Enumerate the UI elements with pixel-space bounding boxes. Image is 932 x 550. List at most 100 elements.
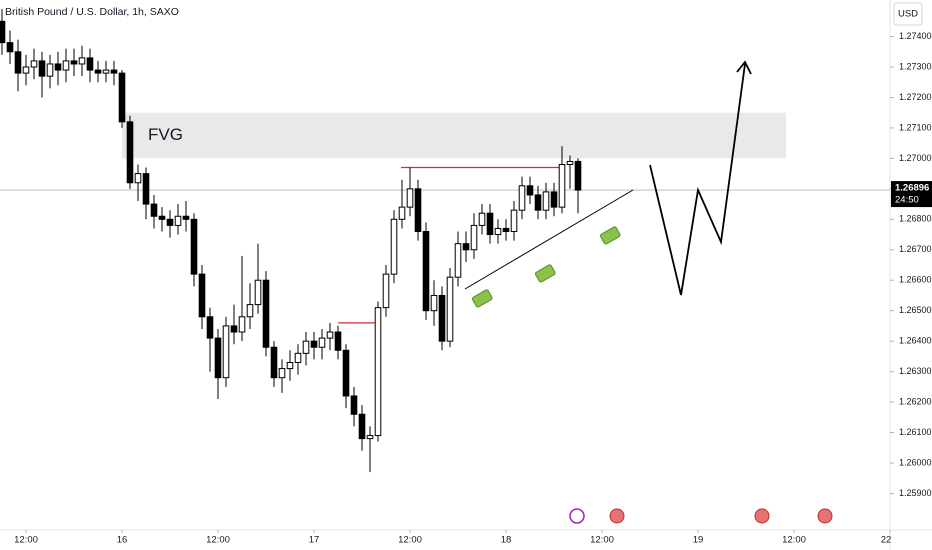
y-tick-label: 1.27300 xyxy=(899,61,932,71)
candle-body xyxy=(470,224,478,251)
candle-body xyxy=(46,63,54,77)
candle-body xyxy=(438,294,446,342)
y-tick-label: 1.26300 xyxy=(899,366,932,376)
plot-area: FVG xyxy=(0,9,890,473)
candle-body xyxy=(278,368,286,379)
candle-body xyxy=(190,218,198,275)
candle-body xyxy=(110,69,118,74)
candle-body xyxy=(230,325,238,333)
candle-body xyxy=(38,60,46,77)
candle-body xyxy=(302,340,310,354)
candle-body xyxy=(198,273,206,318)
candle-body xyxy=(342,349,350,397)
chart-title: British Pound / U.S. Dollar, 1h, SAXO xyxy=(5,6,179,18)
candle-body xyxy=(430,294,438,312)
x-tick-label: 12:00 xyxy=(782,535,806,546)
projection-arrowhead xyxy=(736,60,752,75)
candle-body xyxy=(238,316,246,333)
y-tick-label: 1.26200 xyxy=(899,396,932,406)
y-tick-label: 1.26700 xyxy=(899,244,932,254)
y-tick-label: 1.26500 xyxy=(899,305,932,315)
candle-body xyxy=(270,346,278,379)
x-tick-label: 12:00 xyxy=(398,535,422,546)
candle-body xyxy=(574,160,582,191)
candle-body xyxy=(382,273,390,309)
candle-body xyxy=(422,230,430,312)
candle-body xyxy=(446,276,454,342)
candle-body xyxy=(462,243,470,251)
candle-body xyxy=(542,191,550,211)
money-icons xyxy=(471,226,621,308)
x-tick-label: 19 xyxy=(693,535,704,546)
candle-body xyxy=(134,173,142,184)
candle-body xyxy=(158,215,166,220)
candle-body xyxy=(214,337,222,379)
y-tick-label: 1.26000 xyxy=(899,457,932,467)
fvg-zone xyxy=(122,112,786,159)
candle-body xyxy=(70,60,78,65)
candle-body xyxy=(174,215,182,226)
candle-body xyxy=(94,69,102,74)
candle-body xyxy=(406,188,414,208)
candle-body xyxy=(206,316,214,339)
money-icon xyxy=(534,264,556,283)
candle-body xyxy=(166,218,174,226)
event-icons xyxy=(569,508,833,524)
candle-body xyxy=(86,57,94,71)
event-icon[interactable] xyxy=(817,508,833,524)
y-tick-label: 1.26800 xyxy=(899,214,932,224)
candle-body xyxy=(118,72,126,123)
candle-body xyxy=(318,337,326,348)
countdown-label: 24:50 xyxy=(895,195,919,206)
candle-body xyxy=(142,173,150,205)
candle-body xyxy=(78,57,86,65)
candle-body xyxy=(534,194,542,211)
x-tick-label: 17 xyxy=(309,535,320,546)
event-icon[interactable] xyxy=(754,508,770,524)
candle-body xyxy=(486,212,494,236)
y-tick-label: 1.27000 xyxy=(899,153,932,163)
candle-body xyxy=(294,352,302,363)
candle-body xyxy=(526,185,534,196)
candle-body xyxy=(398,206,406,220)
candle-body xyxy=(518,185,526,211)
candle-body xyxy=(358,413,366,440)
currency-label[interactable]: USD xyxy=(898,9,918,20)
candle-body xyxy=(550,191,558,208)
candle-body xyxy=(22,66,30,74)
candle-body xyxy=(334,331,342,351)
money-icon xyxy=(599,226,621,245)
candle-body xyxy=(246,304,254,318)
candle-body xyxy=(366,435,374,440)
candle-body xyxy=(478,212,486,226)
candle-body xyxy=(150,203,158,217)
candle-body xyxy=(350,395,358,415)
fvg-label: FVG xyxy=(148,125,183,144)
last-price-badge xyxy=(891,181,932,208)
y-tick-label: 1.27400 xyxy=(899,31,932,41)
candle-body xyxy=(126,121,134,184)
x-tick-label: 12:00 xyxy=(14,535,38,546)
candle-body xyxy=(558,163,566,208)
last-price-label: 1.26896 xyxy=(895,183,929,194)
x-tick-label: 18 xyxy=(501,535,512,546)
candle-body xyxy=(222,325,230,379)
x-tick-label: 16 xyxy=(117,535,128,546)
y-tick-label: 1.26400 xyxy=(899,336,932,346)
currency-button[interactable] xyxy=(893,2,923,26)
candle-body xyxy=(62,60,70,71)
candle-body xyxy=(510,209,518,232)
y-tick-label: 1.26600 xyxy=(899,275,932,285)
candle-body xyxy=(54,63,62,71)
y-tick-label: 1.25900 xyxy=(899,488,932,498)
money-icon xyxy=(471,289,493,308)
y-tick-label: 1.26100 xyxy=(899,427,932,437)
candle-body xyxy=(414,188,422,232)
candle-body xyxy=(30,60,38,68)
event-icon[interactable] xyxy=(569,508,585,524)
event-icon[interactable] xyxy=(609,508,625,524)
candle-body xyxy=(14,51,22,74)
candle-body xyxy=(254,279,262,306)
